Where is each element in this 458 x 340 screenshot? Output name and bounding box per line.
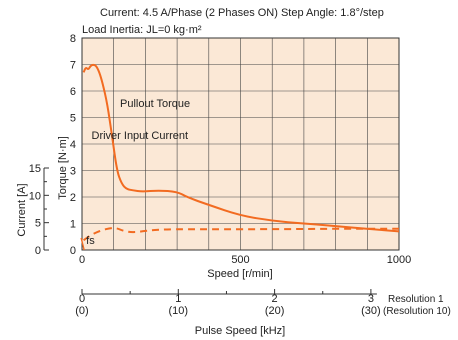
chart-header-line1: Current: 4.5 A/Phase (2 Phases ON) Step …	[100, 7, 384, 19]
pulse-axis-label: Pulse Speed [kHz]	[195, 325, 286, 337]
pulse-axis: 0(0) 1(10) 2(20) 3(30)	[75, 289, 381, 317]
torque-tick-label: 3	[70, 166, 76, 178]
pulse-tick-label-res1: 0	[79, 293, 85, 305]
current-axis-label: Current [A]	[16, 183, 28, 236]
annotation-pullout-torque: Pullout Torque	[120, 98, 190, 110]
series-line-pullout-torque	[82, 63, 400, 233]
torque-tick-label: 4	[70, 139, 76, 151]
resolution-1-label: Resolution 1	[388, 294, 444, 305]
annotation-fs: fs	[86, 235, 95, 247]
torque-tick-label: 1	[70, 219, 76, 231]
pulse-tick-label-res1: 1	[175, 293, 181, 305]
torque-tick-label: 8	[70, 33, 76, 45]
current-tick-label: 5	[35, 218, 41, 230]
grid	[82, 38, 399, 250]
series-layer	[82, 63, 400, 242]
torque-axis: 0 1 2 3 4 5 6 7 8	[70, 33, 76, 257]
torque-tick-label: 2	[70, 192, 76, 204]
pulse-tick-label-res1: 3	[368, 293, 374, 305]
pulse-tick-label-res10: (0)	[75, 305, 88, 317]
chart-header-line2: Load Inertia: JL=0 kg·m²	[82, 24, 202, 36]
current-tick-label: 10	[29, 190, 41, 202]
pulse-tick-label-res10: (20)	[265, 305, 285, 317]
current-tick-label: 0	[35, 245, 41, 257]
current-axis: 0 5 10 15	[29, 163, 49, 257]
pulse-tick-label-res10: (30)	[361, 305, 381, 317]
pulse-tick-label-res10: (10)	[169, 305, 189, 317]
pulse-tick-label-res1: 2	[272, 293, 278, 305]
torque-axis-label: Torque [N·m]	[57, 136, 69, 200]
series-line-driver-input-current	[83, 227, 399, 242]
speed-tick-label: 0	[79, 254, 85, 266]
fs-marker-line	[80, 237, 85, 251]
speed-axis-label: Speed [r/min]	[207, 268, 272, 280]
speed-tick-label: 1000	[387, 254, 411, 266]
speed-axis: 0 500 1000	[79, 254, 411, 266]
torque-tick-label: 5	[70, 113, 76, 125]
current-tick-label: 15	[29, 163, 41, 175]
speed-tick-label: 500	[231, 254, 249, 266]
torque-tick-label: 6	[70, 86, 76, 98]
torque-tick-label: 0	[70, 245, 76, 257]
annotation-driver-input-current: Driver Input Current	[92, 130, 189, 142]
resolution-10-label: (Resolution 10)	[383, 306, 451, 317]
torque-tick-label: 7	[70, 60, 76, 72]
